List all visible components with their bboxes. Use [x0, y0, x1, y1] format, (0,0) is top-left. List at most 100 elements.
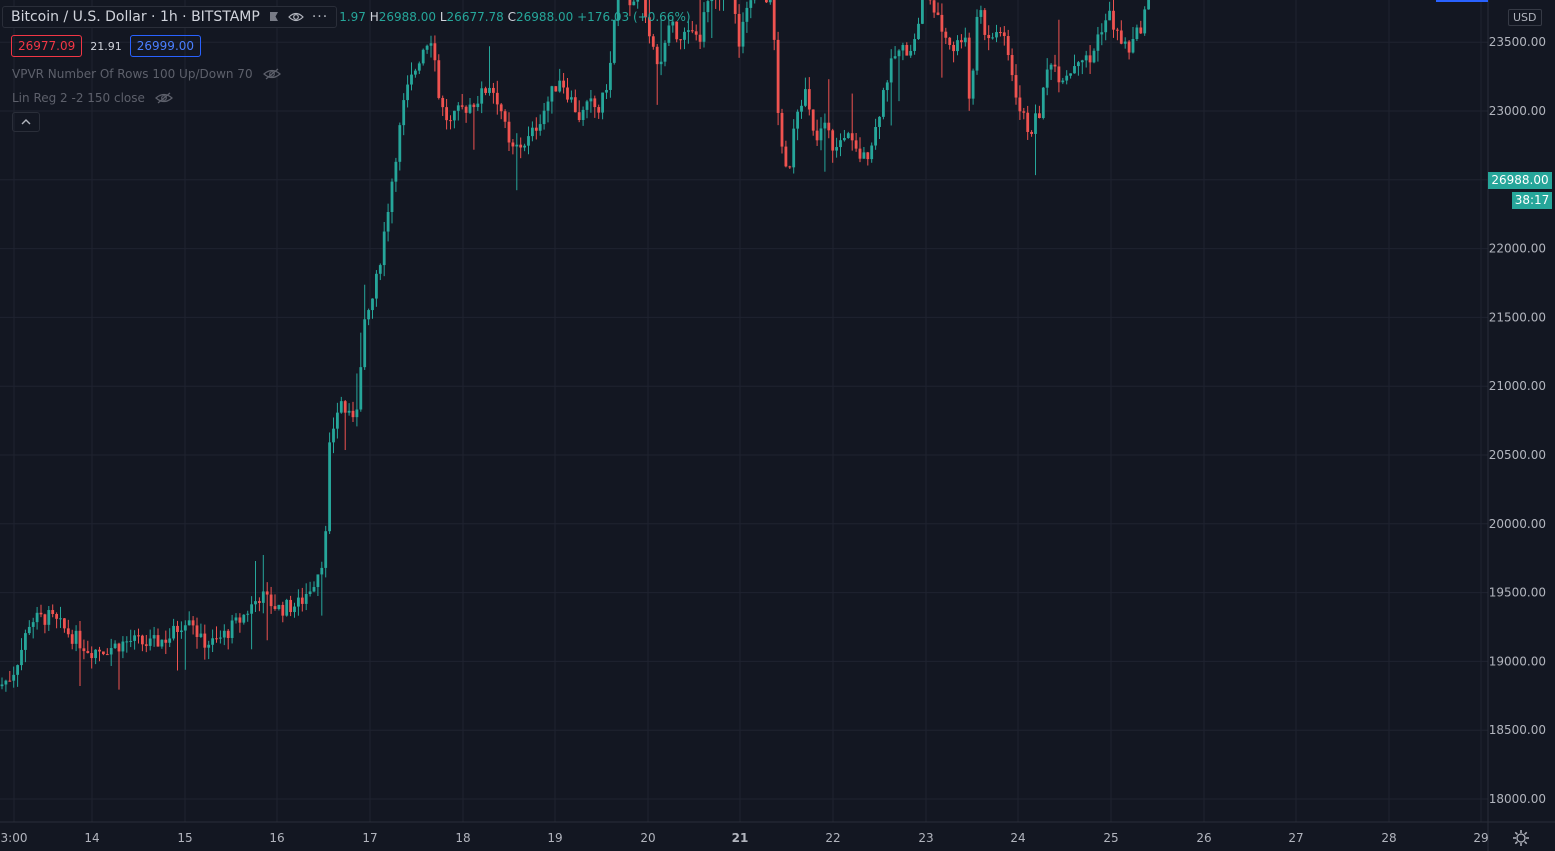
candle [382, 221, 386, 277]
indicator-vpvr[interactable]: VPVR Number Of Rows 100 Up/Down 70 [12, 67, 281, 81]
candle [952, 41, 955, 63]
candle [1088, 45, 1092, 74]
candle [780, 108, 784, 154]
candle [394, 157, 398, 192]
candle-body [971, 70, 975, 99]
candle-body [265, 591, 269, 595]
candle [542, 102, 546, 130]
candle-body [655, 46, 659, 65]
price-tick-label: 20000.00 [1489, 517, 1546, 531]
candle [421, 48, 425, 66]
candle-body [690, 30, 694, 32]
candle [320, 561, 324, 616]
candle [1077, 60, 1080, 76]
candle-body [371, 298, 374, 311]
candle [1104, 13, 1108, 41]
candle-body [433, 43, 437, 61]
candle-body [772, 0, 776, 40]
candle [94, 649, 97, 665]
candle [66, 619, 70, 638]
candle-body [519, 144, 523, 148]
candle-body [1077, 62, 1080, 67]
candle [144, 635, 148, 653]
candle-body [987, 34, 991, 39]
candle-body [659, 61, 663, 65]
candle-body [464, 106, 468, 113]
candle [823, 113, 827, 172]
candle-body [823, 122, 827, 129]
candle-body [1041, 87, 1045, 118]
candle-body [328, 442, 331, 532]
candle [538, 114, 542, 136]
last-price-label: 26988.00 [1488, 172, 1552, 189]
candle-body [1006, 36, 1010, 56]
symbol-legend[interactable]: Bitcoin / U.S. Dollar · 1h · BITSTAMP ··… [2, 6, 338, 28]
candle-body [1061, 80, 1065, 83]
candle-body [1034, 113, 1037, 134]
candle [425, 44, 429, 54]
candle-body [1147, 0, 1150, 10]
candle [979, 5, 983, 24]
candle-body [628, 0, 632, 6]
candle [43, 613, 47, 634]
candle-body [897, 50, 901, 57]
candle [1092, 48, 1096, 64]
candle-body [246, 613, 250, 615]
candle-body [308, 591, 312, 595]
candle-body [316, 574, 320, 588]
candle-body [359, 367, 363, 410]
sell-price-button[interactable]: 26977.09 [11, 35, 83, 57]
indicator-linreg[interactable]: Lin Reg 2 -2 150 close [12, 91, 173, 105]
candle [679, 39, 682, 50]
candle-body [27, 626, 31, 634]
candle-body [499, 104, 503, 112]
candle [870, 142, 874, 163]
candle-body [472, 104, 476, 108]
more-icon[interactable]: ··· [311, 9, 329, 25]
toolbar-accent [1436, 0, 1488, 2]
candle-body [667, 25, 671, 43]
candle-body [850, 133, 854, 141]
candle-body [414, 70, 417, 75]
currency-badge[interactable]: USD [1508, 9, 1542, 26]
candle [889, 49, 893, 126]
candle-body [932, 0, 936, 13]
candle-body [874, 126, 877, 146]
buy-price-button[interactable]: 26999.00 [129, 35, 202, 57]
candle [577, 100, 581, 123]
candle [464, 105, 468, 123]
eye-slash-icon[interactable] [155, 92, 173, 104]
candle [605, 84, 608, 99]
candle-body [172, 625, 175, 639]
candle [12, 666, 16, 688]
candle-body [402, 100, 406, 126]
candle-body [254, 601, 257, 605]
candle-body [749, 0, 753, 8]
candle [437, 54, 441, 100]
candle [940, 3, 944, 78]
candle-body [609, 62, 612, 90]
collapse-indicators-button[interactable] [12, 112, 40, 132]
candle-body [593, 98, 597, 108]
time-tick-label: 18 [455, 831, 470, 845]
candle [737, 4, 741, 58]
symbol-title: Bitcoin / U.S. Dollar · 1h · BITSTAMP [11, 9, 260, 25]
candle-body [281, 604, 285, 616]
candle-body [74, 630, 78, 644]
candle-body [1135, 27, 1139, 40]
eye-icon[interactable] [287, 11, 304, 23]
candle-body [109, 648, 113, 655]
candle-body [234, 617, 238, 621]
candle-body [277, 604, 281, 609]
candle-body [843, 138, 846, 141]
flag-icon[interactable] [268, 11, 280, 23]
candle-body [285, 599, 289, 616]
candle [230, 614, 234, 644]
price-tick-label: 21000.00 [1489, 379, 1546, 393]
settings-icon[interactable] [1512, 829, 1530, 847]
candle [667, 18, 671, 46]
candle [304, 583, 308, 611]
eye-slash-icon[interactable] [262, 68, 281, 80]
candle-body [148, 638, 152, 646]
